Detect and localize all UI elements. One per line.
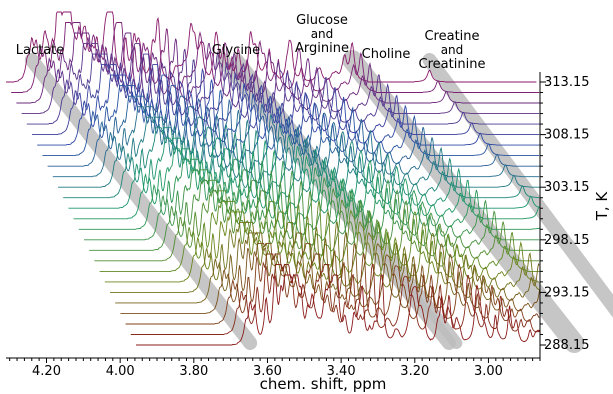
- y-tick-label: 308.15: [544, 128, 590, 143]
- spectrum-299.15K: [78, 158, 540, 230]
- annotation-5: Creatine and Creatinine: [419, 29, 486, 72]
- x-tick-label: 3.00: [474, 364, 503, 379]
- x-tick-label: 3.60: [253, 364, 282, 379]
- x-tick-label: 3.20: [400, 364, 429, 379]
- y-axis: 313.15 308.15 303.15 298.15 293.15 288.15: [539, 72, 590, 358]
- y-tick-label: 303.15: [544, 180, 590, 195]
- x-axis-label: chem. shift, ppm: [260, 375, 387, 393]
- x-tick-label: 3.40: [327, 364, 356, 379]
- band-1: [24, 53, 258, 350]
- x-tick-label: 4.00: [106, 364, 135, 379]
- y-tick-label: 298.15: [544, 233, 590, 248]
- spectrum-300.15K: [73, 148, 540, 220]
- spectrum-292.15K: [115, 232, 540, 304]
- y-tick-label: 313.15: [544, 75, 590, 90]
- spectrum-311.15K: [16, 32, 540, 104]
- spectrum-304.15K: [52, 106, 540, 178]
- y-tick-label: 288.15: [544, 338, 590, 353]
- spectrum-296.15K: [94, 190, 540, 262]
- spectrum-313.15K: [6, 11, 537, 83]
- x-tick-label: 4.20: [32, 364, 61, 379]
- peak-highlight-bands: [24, 50, 613, 353]
- spectrum-305.15K: [47, 95, 540, 167]
- spectrum-310.15K: [21, 43, 540, 115]
- band-5: [422, 53, 613, 318]
- spectra-traces: [6, 11, 541, 346]
- spectrum-293.15K: [110, 221, 540, 293]
- x-tick-label: 3.80: [179, 364, 208, 379]
- spectrum-298.15K: [84, 169, 540, 241]
- annotation-1: Lactate: [16, 43, 65, 58]
- y-tick-label: 293.15: [544, 285, 590, 300]
- spectrum-307.15K: [37, 74, 540, 146]
- x-axis: 4.20 4.00 3.80 3.60 3.40 3.20 3.00: [6, 357, 541, 379]
- annotation-2: Glycine: [212, 43, 260, 58]
- spectrum-289.15K: [130, 264, 540, 335]
- y-axis-label: T, K: [593, 191, 611, 222]
- spectrum-288.15K: [136, 274, 540, 346]
- spectrum-301.15K: [68, 137, 540, 209]
- spectrum-303.15K: [58, 116, 540, 188]
- annotation-3: Glucose and Arginine: [295, 13, 349, 56]
- annotation-4: Choline: [362, 47, 411, 62]
- spectrum-294.15K: [104, 210, 540, 283]
- peak-annotations: Lactate Glycine Glucose and Arginine Choline C…: [16, 13, 486, 72]
